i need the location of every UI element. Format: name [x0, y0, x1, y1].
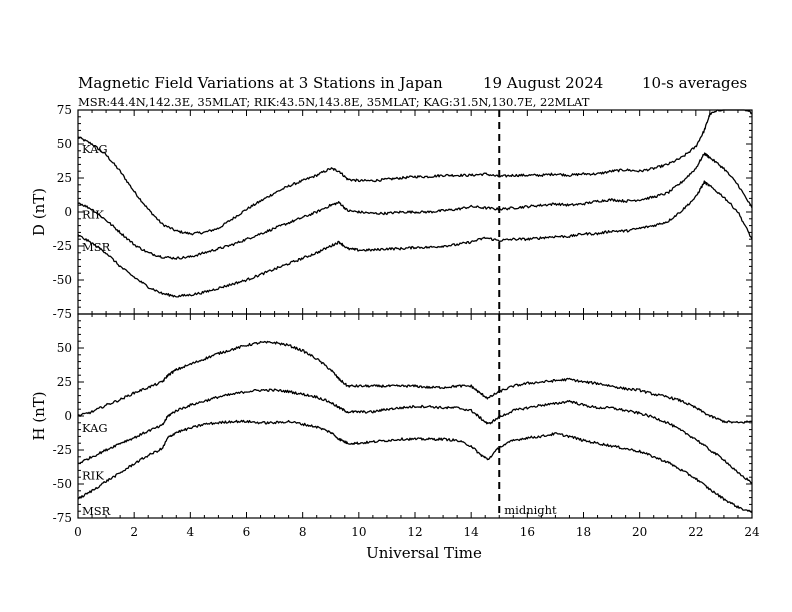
y-tick-label: -75 [53, 307, 72, 321]
x-tick-label: 24 [744, 525, 760, 539]
y-tick-label: 0 [64, 205, 72, 219]
series-kag-line [77, 109, 753, 236]
x-tick-label: 8 [299, 525, 307, 539]
y-axis-label: D (nT) [30, 188, 48, 236]
stations-info: MSR:44.4N,142.3E, 35MLAT; RIK:43.5N,143.… [78, 95, 590, 109]
x-tick-label: 10 [351, 525, 366, 539]
series-label-rik: RIK [82, 469, 104, 483]
x-tick-label: 12 [407, 525, 422, 539]
y-tick-label: -25 [53, 239, 72, 253]
chart-title: Magnetic Field Variations at 3 Stations … [78, 74, 443, 92]
series-label-msr: MSR [82, 504, 111, 518]
y-axis-label: H (nT) [30, 391, 48, 440]
chart-averaging: 10-s averages [642, 74, 747, 92]
h-panel: 50 25 0 -25 -50 -75 H (nT) KAG RIK MSR midnight [30, 313, 753, 525]
x-tick-label: 22 [688, 525, 703, 539]
series-label-kag: KAG [82, 142, 108, 156]
series-label-rik: RIK [82, 207, 104, 221]
series-msr-line [77, 419, 753, 514]
x-tick-label: 14 [464, 525, 480, 539]
series-rik-line [77, 152, 753, 260]
x-tick-label: 0 [74, 525, 82, 539]
x-tick-label: 20 [632, 525, 647, 539]
x-tick-label: 2 [130, 525, 138, 539]
x-tick-label: 4 [187, 525, 195, 539]
series-label-kag: KAG [82, 421, 108, 435]
x-tick-label: 18 [576, 525, 591, 539]
y-tick-label: -50 [53, 477, 72, 491]
d-panel: 75 50 25 0 -25 -50 -75 D (nT) KAG RIK MSR [30, 103, 753, 321]
x-tick-label: 16 [520, 525, 535, 539]
y-tick-label: 75 [57, 103, 72, 117]
panel-frame [77, 109, 753, 315]
y-tick-label: 25 [57, 171, 72, 185]
y-tick-label: 25 [57, 375, 72, 389]
y-tick-label: 50 [57, 137, 72, 151]
x-axis-label: Universal Time [366, 544, 482, 562]
x-tick-label: 6 [243, 525, 251, 539]
series-label-msr: MSR [82, 240, 111, 254]
y-tick-label: -25 [53, 443, 72, 457]
series-rik-line [77, 388, 753, 484]
midnight-label: midnight [504, 503, 557, 517]
y-tick-label: -50 [53, 273, 72, 287]
series-kag-line [77, 340, 753, 424]
x-axis: 0 2 4 6 8 10 12 14 16 18 20 22 24 [74, 525, 760, 539]
y-tick-label: 50 [57, 341, 72, 355]
series-msr-line [77, 180, 753, 298]
y-tick-label: 0 [64, 409, 72, 423]
chart-date: 19 August 2024 [483, 74, 603, 92]
y-tick-label: -75 [53, 511, 72, 525]
